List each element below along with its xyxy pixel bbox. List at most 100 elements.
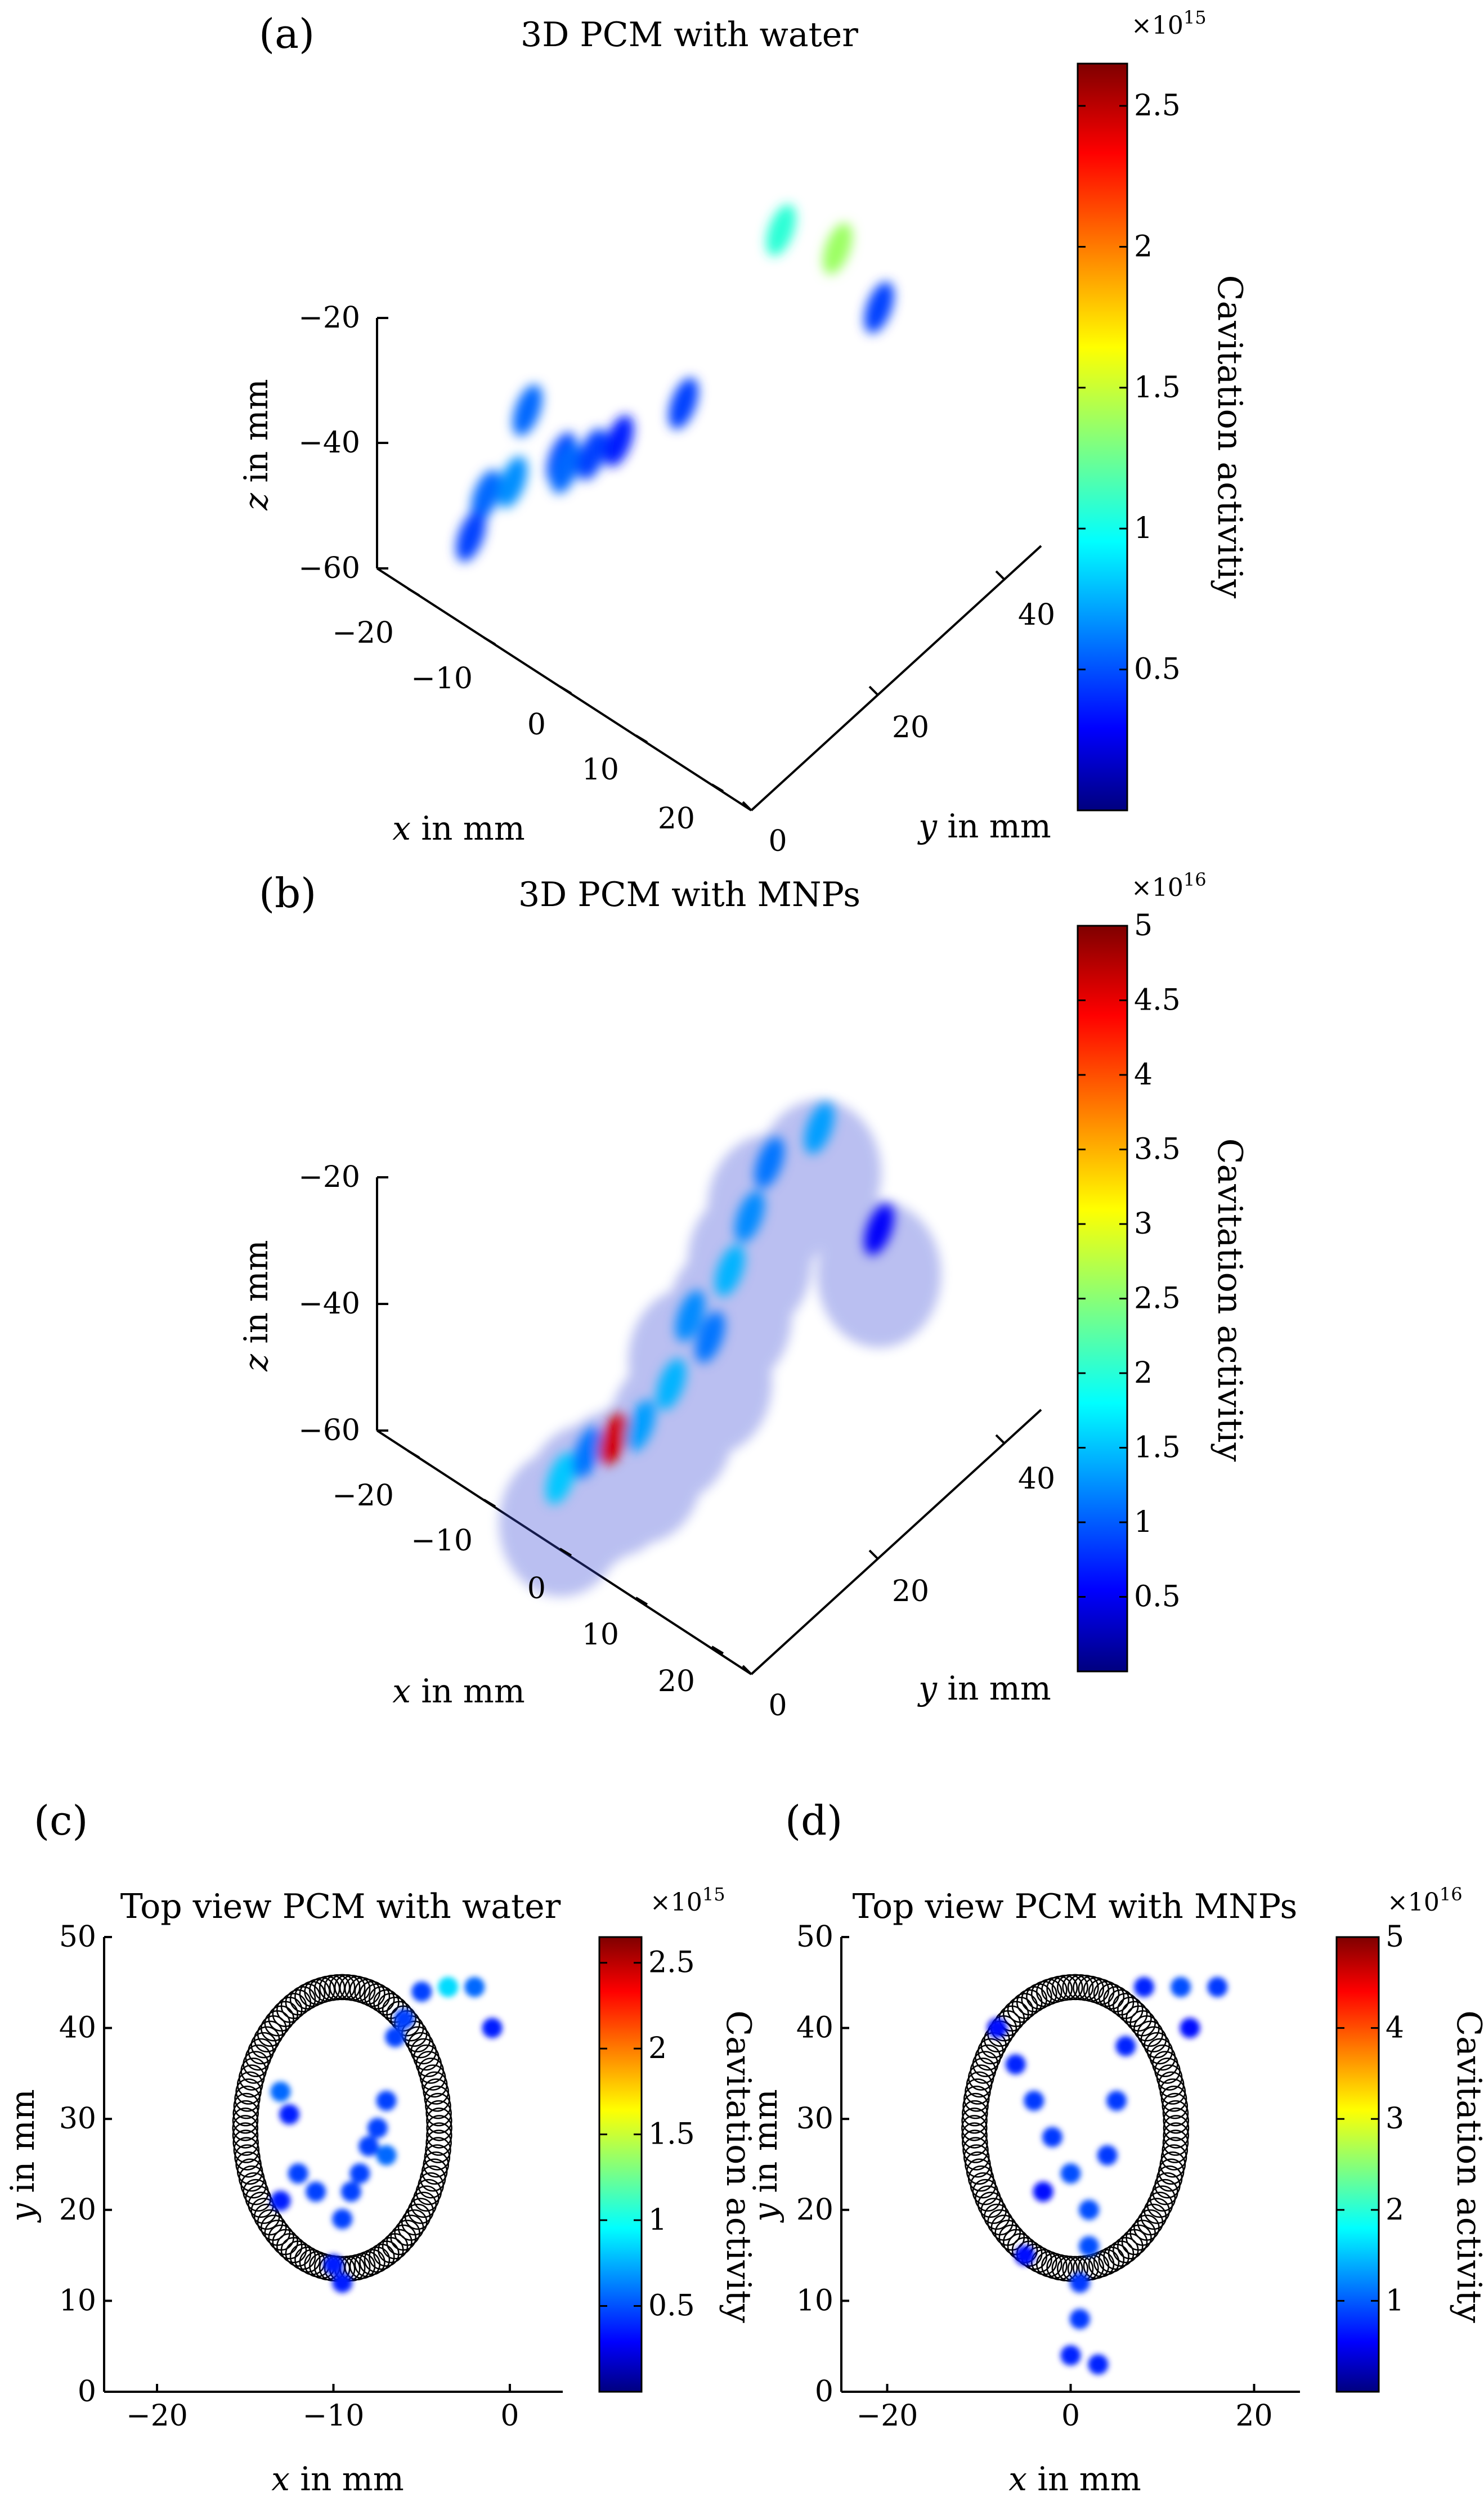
- panel-b-x-tick: −10: [411, 1524, 473, 1558]
- panel-b-x-label: x in mm: [392, 1672, 525, 1710]
- panel-d-cavitation-point: [1042, 2127, 1062, 2148]
- panel-c-cavitation-point: [332, 2272, 353, 2293]
- panel-c-x-label: x in mm: [271, 2460, 404, 2497]
- panel-d-plot: 0 10 20 30 40 50 −20 0 20: [796, 1920, 1300, 2433]
- panel-d-cavitation-point: [1079, 2199, 1100, 2220]
- panel-c-x-tick: −20: [126, 2399, 188, 2433]
- panel-b-cavitation-blob: [715, 1245, 745, 1297]
- panel-c-colorbar-label: Cavitation activity: [719, 2010, 758, 2323]
- panel-d-colorbar-tick-label: 1: [1386, 2284, 1404, 2317]
- panel-d-colorbar-tick-label: 4: [1386, 2011, 1404, 2045]
- panel-b-haze-blob: [817, 1201, 941, 1348]
- panel-b-x-tick: 0: [527, 1572, 546, 1606]
- panel-c-y-tick: 30: [59, 2102, 96, 2136]
- panel-d-letter: (d): [785, 1797, 842, 1844]
- panel-c-cavitation-point: [279, 2104, 300, 2125]
- panel-b-cavitation-blob: [675, 1290, 705, 1342]
- panel-d-x-label: x in mm: [1008, 2460, 1141, 2497]
- panel-d-cavitation-point: [987, 2018, 1008, 2038]
- panel-b-colorbar-tick-label: 5: [1134, 909, 1153, 943]
- panel-d-cavitation-point: [1060, 2163, 1081, 2184]
- panel-b-colorbar-tick-label: 1: [1134, 1505, 1153, 1539]
- panel-c-colorbar-tick-label: 1: [648, 2203, 667, 2237]
- panel-b-z-tick: −40: [298, 1287, 360, 1321]
- panel-c-cavitation-point: [358, 2136, 379, 2157]
- panel-a-cavitation-blob: [669, 378, 698, 429]
- panel-b-haze-blob: [757, 1100, 881, 1247]
- panel-c-y-tick: 50: [59, 1920, 96, 1954]
- panel-b-colorbar-tick-label: 2.5: [1134, 1282, 1181, 1316]
- panel-d-cavitation-point: [1133, 1976, 1154, 1997]
- panel-b-colorbar-tick-label: 4: [1134, 1058, 1153, 1092]
- panel-c-y-tick: 0: [78, 2375, 96, 2409]
- panel-a-cavitation-blob: [512, 384, 543, 436]
- panel-a-x-tick: 20: [658, 802, 695, 836]
- panel-d-colorbar: [1335, 1936, 1380, 2393]
- panel-a-z-tick: −40: [298, 426, 360, 460]
- panel-a-colorbar-label: Cavitation activitiy: [1210, 275, 1249, 599]
- panel-d-colorbar-multiplier: ×1016: [1387, 1884, 1463, 1917]
- panel-a-y-axis: [750, 545, 1042, 812]
- panel-b-colorbar-tick-label: 1.5: [1134, 1431, 1181, 1465]
- panel-c-plot: 0 10 20 30 40 50 −20 −10 0: [59, 1920, 563, 2433]
- panel-d-y-tick: 0: [815, 2375, 833, 2409]
- panel-a-x-tick: −10: [411, 662, 473, 696]
- panel-b: (b) 3D PCM with MNPs −20 −40 −60 z in mm…: [237, 869, 1249, 1723]
- panel-c-colorbar: [598, 1936, 643, 2393]
- panel-d-cavitation-point: [1069, 2272, 1090, 2293]
- panel-b-colorbar-tick-label: 3.5: [1134, 1133, 1181, 1167]
- panel-c-cavitation-point: [306, 2181, 326, 2202]
- panel-b-z-label: z in mm: [237, 1240, 275, 1371]
- panel-b-cavitation-blob: [695, 1311, 725, 1363]
- panel-b-cavitation-haze: [499, 1100, 941, 1597]
- panel-c-colorbar-tick-label: 1.5: [648, 2118, 695, 2151]
- panel-c-cavitation-point: [376, 2090, 397, 2111]
- panel-c-cavitation-point: [349, 2163, 370, 2184]
- panel-c-cavitation-point: [411, 1981, 432, 2002]
- panel-d-cavitation-point: [1005, 2054, 1026, 2075]
- panel-b-x-tick: 20: [658, 1665, 695, 1698]
- panel-c-cavitation-point: [288, 2163, 308, 2184]
- panel-a-cavitation-blob: [604, 415, 634, 467]
- panel-a-x-tick: 10: [582, 753, 619, 787]
- panel-b-cavitation-blob: [734, 1191, 765, 1243]
- panel-d-cavitation-point: [1069, 2308, 1090, 2329]
- panel-d-x-tick: 20: [1235, 2399, 1272, 2433]
- panel-a-colorbar-tick-label: 2.5: [1134, 89, 1181, 123]
- panel-a-colorbar-tick-label: 0.5: [1134, 653, 1181, 687]
- panel-c-colorbar-tick-label: 0.5: [648, 2289, 695, 2323]
- panel-d-x-tick: −20: [857, 2399, 918, 2433]
- panel-d-cavitation-point: [1024, 2090, 1044, 2111]
- panel-a: (a) 3D PCM with water −20 −40 −60 z in m…: [237, 7, 1249, 858]
- panel-a-colorbar-tick-label: 2: [1134, 230, 1153, 263]
- panel-d-y-tick: 20: [796, 2193, 833, 2227]
- panel-d-cavitation-point: [1015, 2245, 1035, 2266]
- panel-a-cavitation-blob: [497, 456, 528, 508]
- panel-d: (d) Top view PCM with MNPs 01020304050−2…: [746, 1797, 1484, 2497]
- panel-b-colorbar-tick-label: 2: [1134, 1356, 1153, 1390]
- panel-b-letter: (b): [259, 869, 316, 917]
- panel-b-colorbar-tick-label: 3: [1134, 1207, 1153, 1241]
- panel-c-letter: (c): [34, 1797, 88, 1844]
- panel-c-y-tick: 40: [59, 2011, 96, 2045]
- panel-b-cavitation-blob: [546, 1453, 576, 1504]
- panel-d-cavitation-point: [1097, 2145, 1118, 2166]
- panel-d-cavitation-point: [1180, 2018, 1200, 2038]
- panel-a-cavitation-blob: [550, 442, 581, 494]
- panel-a-x-tick: −20: [332, 616, 394, 650]
- panel-d-cavitation-point: [1060, 2345, 1081, 2366]
- panel-c-title: Top view PCM with water: [120, 1887, 561, 1926]
- panel-b-cavitation-blob: [864, 1203, 894, 1256]
- panel-a-y-label: y in mm: [917, 807, 1051, 845]
- panel-a-colorbar-tick-label: 1: [1134, 512, 1153, 545]
- panel-b-y-tick: 20: [892, 1575, 929, 1608]
- panel-c-cavitation-point: [332, 2208, 353, 2229]
- panel-b-colorbar-tick-label: 4.5: [1134, 984, 1181, 1017]
- panel-a-cavitation-cloud: [456, 204, 894, 562]
- panel-a-y-tick: 20: [892, 711, 929, 745]
- panel-d-cavitation-point: [1115, 2036, 1136, 2056]
- panel-d-y-tick: 40: [796, 2011, 833, 2045]
- panel-d-cavitation-point: [1207, 1976, 1228, 1997]
- panel-a-colorbar: [1077, 62, 1128, 812]
